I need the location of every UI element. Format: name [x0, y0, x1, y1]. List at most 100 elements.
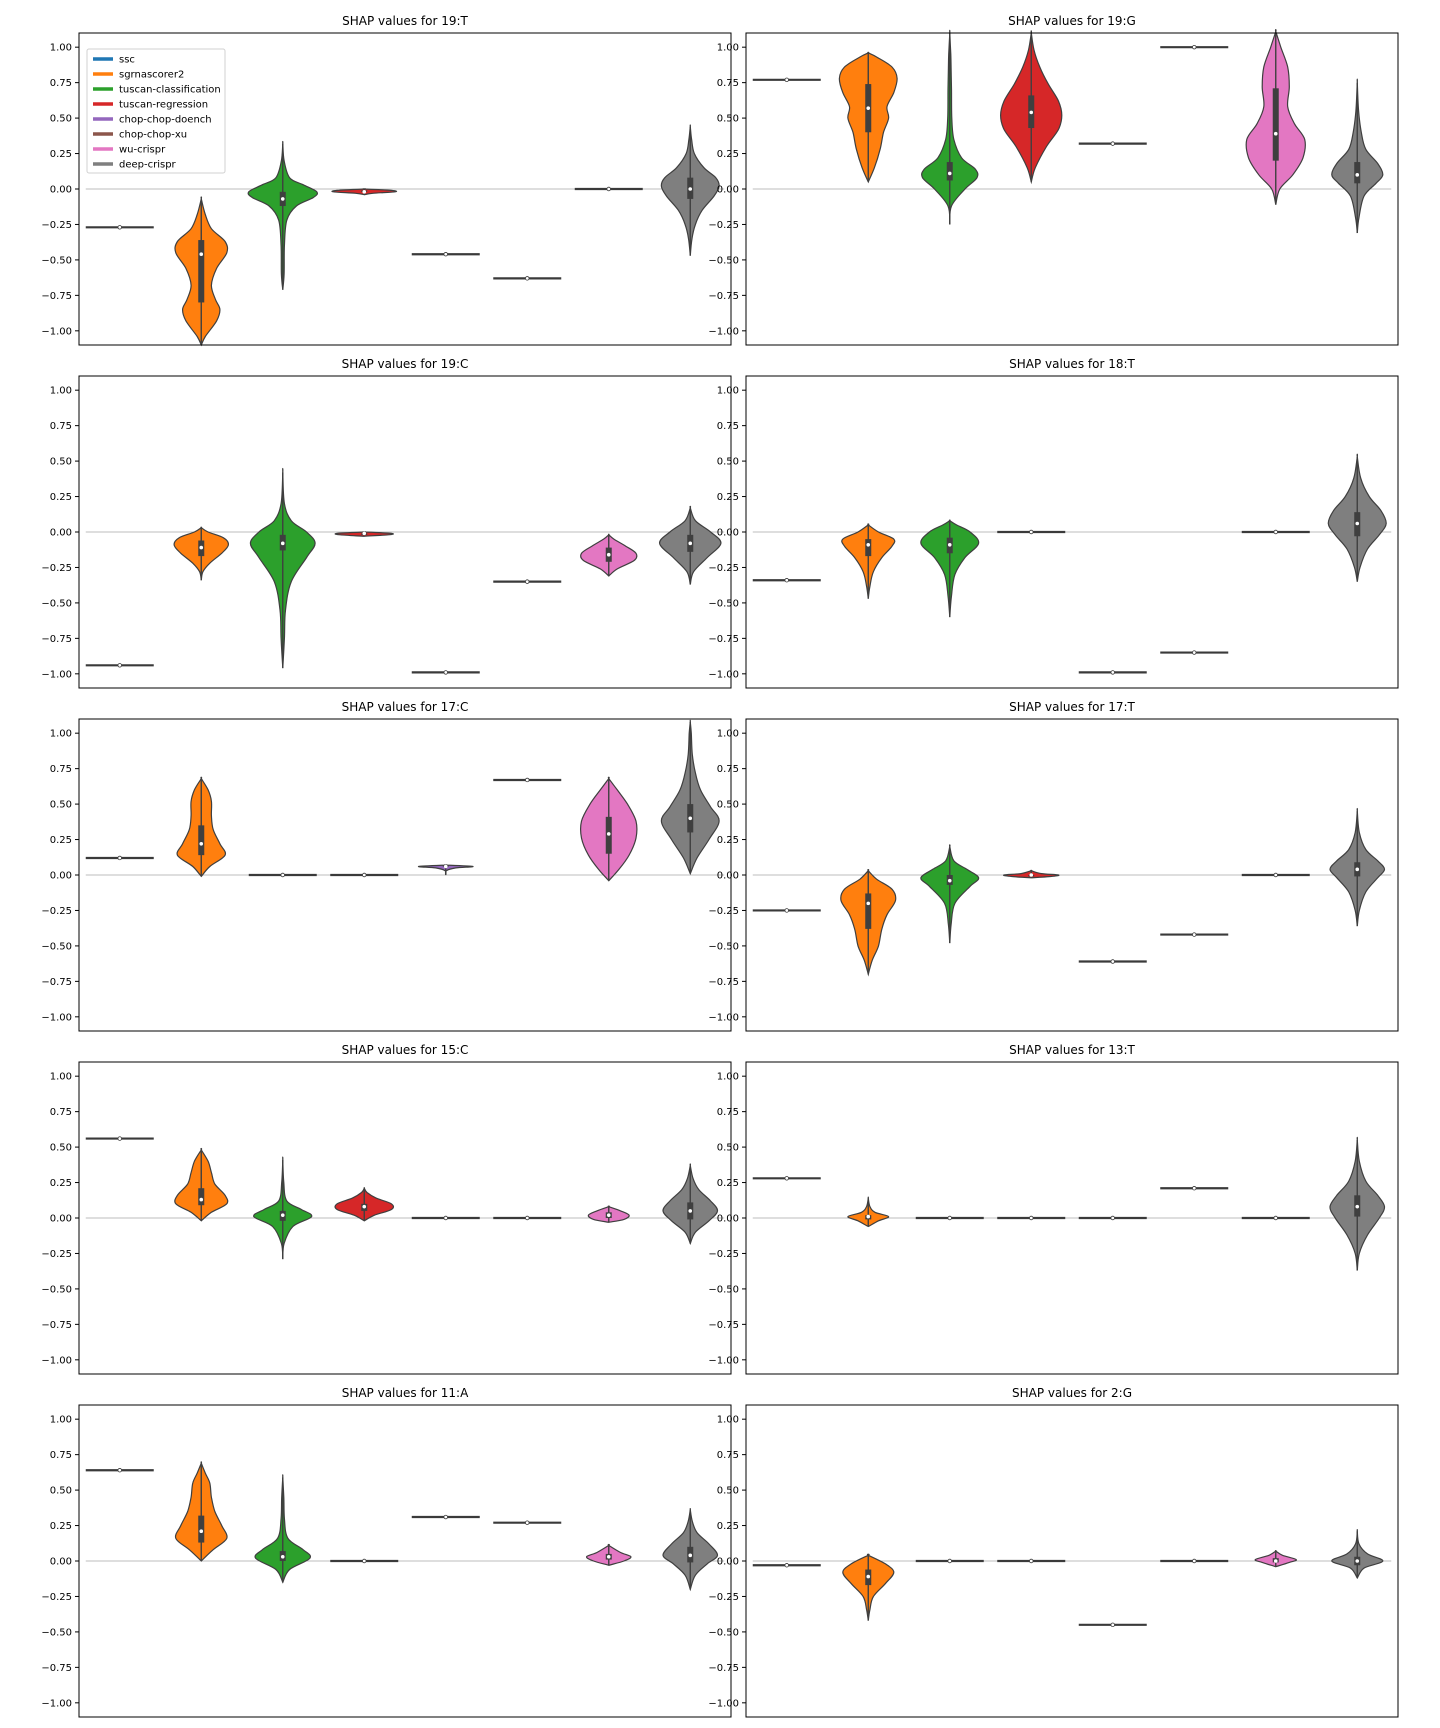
- median-point-chop-chop-xu: [1192, 650, 1197, 655]
- median-point-ssc: [784, 77, 789, 82]
- median-point-tuscan-regression: [362, 1558, 367, 1564]
- plot-frame: [78, 32, 732, 346]
- plot-frame: [78, 1061, 732, 1375]
- y-tick-label: 1.00: [717, 43, 739, 54]
- y-tick-label: −1.00: [41, 1012, 72, 1023]
- y-tick-label: −0.75: [41, 1663, 72, 1674]
- panel-title: SHAP values for 13:T: [1009, 1043, 1135, 1057]
- y-tick-label: 0.50: [50, 1486, 72, 1497]
- median-point-wu-crispr: [1273, 1559, 1278, 1563]
- legend-label-sgrnascorer2: sgrnascorer2: [119, 70, 184, 81]
- y-tick-label: −1.00: [708, 1698, 739, 1709]
- panel-title: SHAP values for 19:C: [342, 357, 469, 371]
- y-tick-label: 0.25: [50, 835, 72, 846]
- plot-frame: [745, 1061, 1399, 1375]
- iqr-box-sgrnascorer2: [865, 893, 872, 929]
- y-tick-label: −1.00: [708, 1355, 739, 1366]
- y-tick-label: 0.75: [717, 1450, 739, 1461]
- median-point-chop-chop-doench: [1110, 670, 1115, 675]
- y-tick-label: 0.75: [50, 421, 72, 432]
- y-tick-label: −0.75: [708, 977, 739, 988]
- y-tick-label: 0.50: [50, 457, 72, 468]
- median-point-chop-chop-doench: [443, 670, 448, 675]
- y-tick-label: 0.00: [717, 871, 739, 882]
- median-point-ssc: [117, 663, 122, 668]
- y-tick-label: −1.00: [41, 326, 72, 337]
- y-tick-label: 0.50: [717, 800, 739, 811]
- y-tick-label: −0.25: [41, 220, 72, 231]
- legend: ssc sgrnascorer2 tuscan-classification tusc…: [86, 48, 226, 174]
- y-tick-label: −0.25: [708, 563, 739, 574]
- median-point-deep-crispr: [1355, 1204, 1360, 1209]
- median-point-tuscan-regression: [362, 531, 367, 536]
- y-tick-label: −0.50: [41, 1627, 72, 1638]
- panel-title: SHAP values for 11:A: [342, 1386, 469, 1400]
- median-point-wu-crispr: [606, 552, 611, 557]
- legend-label-ssc: ssc: [119, 55, 135, 66]
- median-point-deep-crispr: [688, 816, 693, 821]
- median-point-tuscan-classification: [280, 1554, 285, 1559]
- plot-frame: [78, 375, 732, 689]
- y-tick-label: 0.00: [717, 528, 739, 539]
- plot-frame: [745, 718, 1399, 1032]
- panel-shap-values-for-2-g: SHAP values for 2:G 1.00 0.75 0.50 0.25 0.00 −…: [708, 1386, 1399, 1718]
- y-tick-label: 1.00: [50, 729, 72, 740]
- y-tick-label: 0.25: [717, 149, 739, 160]
- median-point-chop-chop-xu: [1192, 1186, 1197, 1191]
- median-point-chop-chop-xu: [525, 777, 530, 783]
- iqr-box-sgrnascorer2: [865, 539, 872, 557]
- y-tick-label: 0.75: [50, 764, 72, 775]
- median-point-chop-chop-xu: [525, 579, 530, 584]
- median-point-ssc: [784, 578, 789, 583]
- legend-label-tuscan-regression: tuscan-regression: [119, 100, 208, 111]
- y-tick-label: 0.25: [717, 1178, 739, 1189]
- y-tick-label: −0.25: [708, 1249, 739, 1260]
- plot-frame: [78, 718, 732, 1032]
- median-point-deep-crispr: [1355, 173, 1360, 177]
- legend-label-chop-chop-xu: chop-chop-xu: [119, 130, 187, 141]
- median-point-chop-chop-doench: [443, 252, 448, 257]
- panel-title: SHAP values for 17:T: [1009, 700, 1135, 714]
- median-point-tuscan-classification: [947, 171, 952, 176]
- y-tick-label: −0.50: [41, 255, 72, 266]
- median-point-tuscan-classification: [280, 1213, 285, 1217]
- median-point-ssc: [117, 1468, 122, 1473]
- y-tick-label: 0.50: [717, 1143, 739, 1154]
- y-tick-label: 0.75: [717, 421, 739, 432]
- y-tick-label: −1.00: [41, 1355, 72, 1366]
- y-tick-label: 1.00: [50, 1072, 72, 1083]
- median-point-wu-crispr: [606, 186, 611, 192]
- median-point-tuscan-regression: [362, 1204, 367, 1209]
- median-point-sgrnascorer2: [199, 1197, 204, 1202]
- median-point-sgrnascorer2: [199, 545, 204, 550]
- y-tick-label: −0.75: [41, 1320, 72, 1331]
- y-tick-label: −0.25: [41, 906, 72, 917]
- median-point-chop-chop-xu: [525, 1215, 530, 1221]
- median-point-tuscan-regression: [362, 190, 367, 194]
- y-tick-label: 0.00: [717, 1557, 739, 1568]
- median-point-tuscan-classification: [280, 872, 285, 878]
- median-point-deep-crispr: [1355, 521, 1360, 526]
- y-tick-label: 0.75: [717, 1107, 739, 1118]
- y-tick-label: −0.75: [708, 1320, 739, 1331]
- y-tick-label: −0.50: [708, 255, 739, 266]
- y-tick-label: 0.75: [50, 1107, 72, 1118]
- panel-shap-values-for-19-g: SHAP values for 19:G 1.00 0.75 0.50 0.25 0.00…: [708, 14, 1399, 346]
- median-point-wu-crispr: [606, 832, 611, 836]
- median-point-chop-chop-doench: [443, 1514, 448, 1520]
- median-point-chop-chop-xu: [525, 1520, 530, 1525]
- median-point-chop-chop-xu: [525, 276, 530, 281]
- median-point-sgrnascorer2: [199, 1529, 204, 1534]
- y-tick-label: 0.50: [717, 114, 739, 125]
- y-tick-label: 0.25: [50, 1178, 72, 1189]
- median-point-chop-chop-doench: [1110, 959, 1115, 964]
- median-point-sgrnascorer2: [866, 901, 871, 906]
- y-tick-label: 0.75: [717, 78, 739, 89]
- y-tick-label: 1.00: [717, 729, 739, 740]
- median-point-tuscan-classification: [947, 1215, 952, 1221]
- legend-box: [86, 48, 226, 174]
- iqr-box-tuscan-classification: [946, 162, 953, 181]
- median-point-wu-crispr: [1273, 529, 1278, 535]
- panel-title: SHAP values for 18:T: [1009, 357, 1135, 371]
- median-point-tuscan-regression: [1029, 529, 1034, 535]
